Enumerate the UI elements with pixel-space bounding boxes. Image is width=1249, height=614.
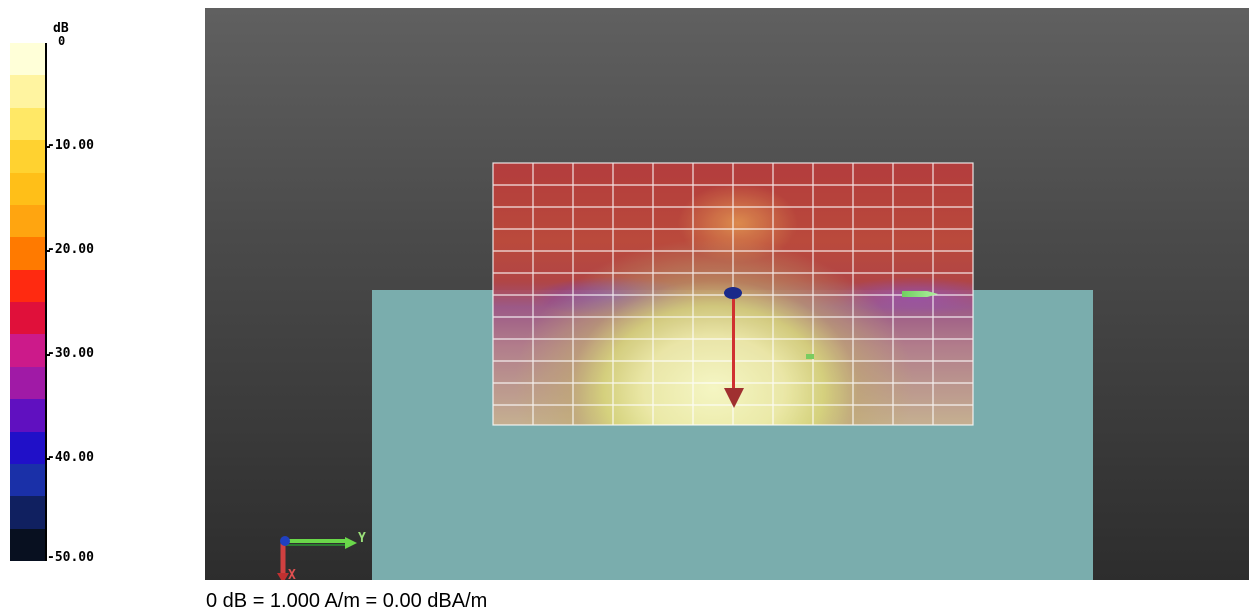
color-scale-swatch (10, 172, 45, 205)
legend-top-value: 0 (58, 34, 66, 48)
color-scale-swatch (10, 431, 45, 464)
color-scale-swatch (10, 463, 45, 497)
color-scale-swatch (10, 237, 45, 270)
color-scale-swatch (10, 334, 45, 367)
legend-tick-mark (45, 250, 50, 252)
max-point-marker (806, 354, 814, 359)
legend-tick-label: -30.00 (47, 346, 94, 361)
color-scale-swatch (10, 269, 45, 302)
color-scale-swatch (10, 75, 45, 108)
color-scale-swatch (10, 366, 45, 400)
color-scale-swatch (10, 528, 45, 561)
color-scale-swatch (10, 140, 45, 173)
3d-viewport[interactable]: Y X (205, 8, 1249, 580)
probe-direction-arrow (732, 299, 735, 389)
legend-unit-label: dB (53, 21, 69, 36)
legend-tick-mark (45, 458, 50, 460)
color-scale-swatch (10, 107, 45, 141)
legend-tick-label: -50.00 (47, 550, 94, 565)
color-scale-swatch (10, 302, 45, 335)
axes-gizmo: Y X (265, 523, 375, 580)
reference-point-marker (902, 291, 938, 297)
reference-caption: 0 dB = 1.000 A/m = 0.00 dBA/m (206, 590, 488, 612)
color-scale-swatch (10, 399, 45, 432)
color-scale-swatch (10, 43, 45, 76)
axis-y-label: Y (358, 531, 366, 546)
legend-tick-label: -10.00 (47, 138, 94, 153)
legend-tick-mark (45, 146, 50, 148)
legend-tick-label: -20.00 (47, 242, 94, 257)
legend-tick-label: -40.00 (47, 450, 94, 465)
color-scale-swatch (10, 496, 45, 529)
legend-tick-mark (45, 354, 50, 356)
axis-x-label: X (288, 568, 296, 580)
color-scale-swatch (10, 204, 45, 238)
probe-arrow-head (724, 388, 744, 408)
probe-position-marker (724, 287, 742, 299)
color-scale-bar (10, 43, 47, 561)
